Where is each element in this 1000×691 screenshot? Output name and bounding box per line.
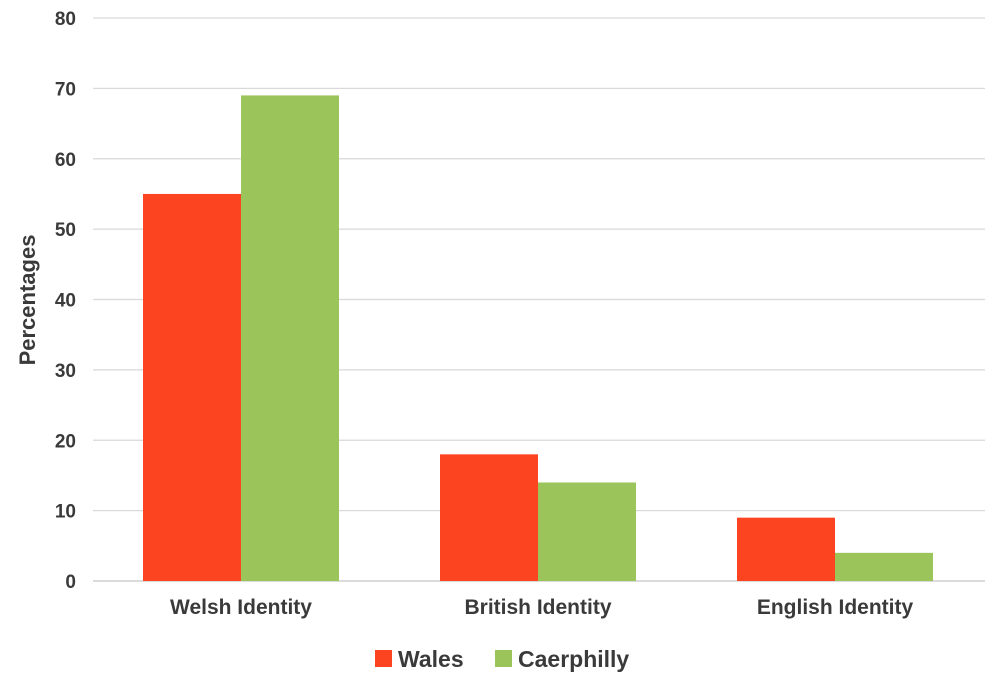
y-tick-label: 80 [55, 9, 76, 30]
x-category-label: Welsh Identity [170, 596, 312, 619]
x-category-label: British Identity [464, 596, 611, 619]
x-axis-categories: Welsh Identity British Identity English Id… [170, 596, 913, 619]
y-axis-ticks: 0 10 20 30 40 50 60 70 80 [55, 9, 76, 593]
y-tick-label: 70 [55, 79, 76, 100]
bars [143, 95, 933, 581]
y-tick-label: 10 [55, 502, 76, 523]
legend-item-wales: Wales [375, 646, 464, 672]
legend-item-caerphilly: Caerphilly [495, 646, 629, 672]
legend: Wales Caerphilly [375, 646, 629, 672]
y-tick-label: 30 [55, 361, 76, 382]
bar-wales-british-identity [440, 454, 538, 581]
x-category-label: English Identity [757, 596, 914, 619]
y-tick-label: 20 [55, 431, 76, 452]
legend-label: Wales [398, 646, 464, 672]
y-tick-label: 60 [55, 150, 76, 171]
legend-swatch [375, 650, 392, 667]
bar-wales-welsh-identity [143, 193, 241, 581]
y-tick-label: 0 [65, 572, 76, 593]
legend-swatch [495, 650, 512, 667]
legend-label: Caerphilly [518, 646, 629, 672]
bar-caerphilly-british-identity [538, 482, 636, 581]
bar-caerphilly-welsh-identity [241, 95, 339, 581]
bar-caerphilly-english-identity [835, 552, 933, 581]
y-tick-label: 40 [55, 291, 76, 312]
bar-wales-english-identity [737, 517, 835, 581]
y-axis-title: Percentages [15, 235, 40, 366]
y-tick-label: 50 [55, 220, 76, 241]
